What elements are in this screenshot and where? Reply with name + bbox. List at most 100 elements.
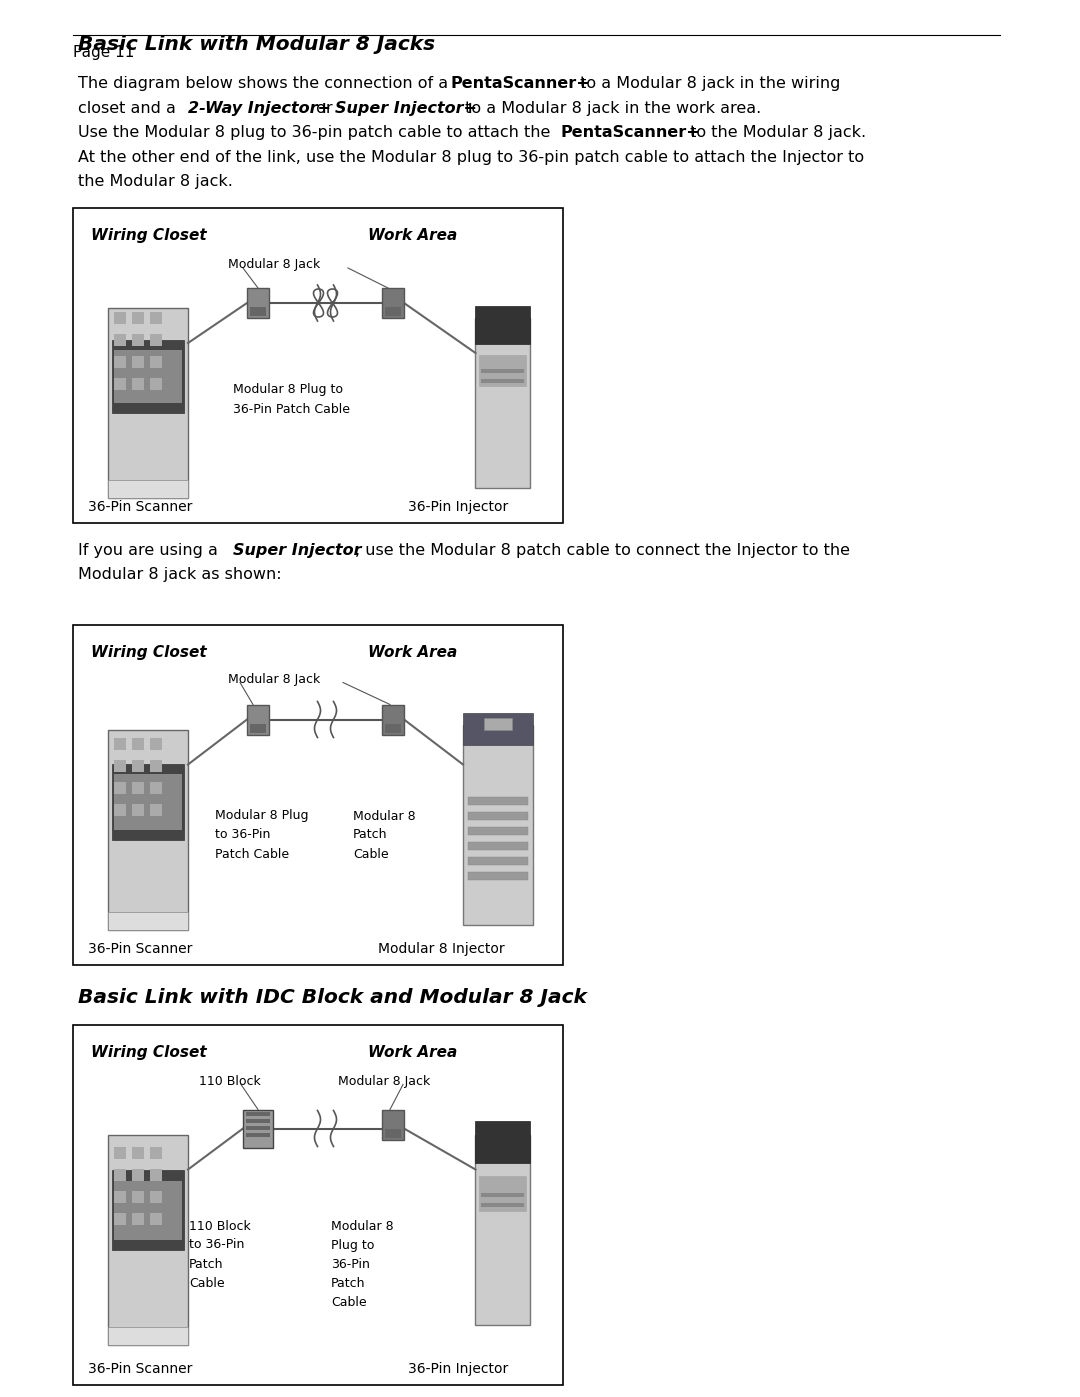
Text: Modular 8: Modular 8 — [330, 1220, 393, 1232]
Text: Super Injector: Super Injector — [233, 543, 362, 557]
Bar — [246, 1133, 270, 1137]
Bar — [475, 1122, 530, 1162]
Text: Modular 8 Jack: Modular 8 Jack — [228, 672, 321, 686]
Bar — [132, 1213, 144, 1225]
Bar — [112, 341, 184, 412]
Text: closet and a: closet and a — [78, 101, 181, 116]
Text: Plug to: Plug to — [330, 1239, 375, 1252]
Text: or: or — [311, 101, 338, 116]
Bar — [73, 1024, 563, 1384]
Bar — [468, 812, 528, 820]
Bar — [384, 724, 401, 732]
Bar — [114, 334, 126, 345]
Text: Modular 8 Jack: Modular 8 Jack — [228, 258, 321, 271]
Text: Cable: Cable — [189, 1277, 225, 1289]
Bar — [249, 724, 266, 732]
Text: Modular 8 jack as shown:: Modular 8 jack as shown: — [78, 567, 282, 583]
Bar — [150, 781, 162, 793]
Text: 36-Pin Injector: 36-Pin Injector — [408, 1362, 509, 1376]
Text: 36-Pin Patch Cable: 36-Pin Patch Cable — [233, 402, 350, 416]
Bar — [108, 1327, 188, 1344]
Bar — [150, 356, 162, 367]
Text: 36-Pin Scanner: 36-Pin Scanner — [87, 1362, 192, 1376]
Bar — [108, 307, 188, 497]
Text: Cable: Cable — [330, 1295, 366, 1309]
Text: Work Area: Work Area — [368, 228, 457, 243]
Bar — [114, 803, 126, 816]
Text: PentaScanner+: PentaScanner+ — [561, 124, 700, 140]
Text: to 36-Pin: to 36-Pin — [189, 1239, 244, 1252]
Bar — [463, 712, 534, 745]
Bar — [382, 1109, 404, 1140]
Bar — [246, 1126, 270, 1130]
Text: 2-Way Injector+: 2-Way Injector+ — [188, 101, 330, 116]
Bar — [108, 911, 188, 929]
Text: Modular 8 Injector: Modular 8 Injector — [378, 942, 504, 956]
Bar — [114, 1180, 183, 1239]
Bar — [468, 841, 528, 849]
Text: Super Injector+: Super Injector+ — [335, 101, 477, 116]
Text: Wiring Closet: Wiring Closet — [91, 1045, 206, 1059]
Bar — [73, 624, 563, 964]
Text: PentaScanner+: PentaScanner+ — [450, 75, 590, 91]
Bar — [150, 1169, 162, 1180]
Bar — [382, 288, 404, 319]
Bar — [150, 377, 162, 390]
Bar — [150, 738, 162, 750]
Bar — [132, 738, 144, 750]
Bar — [480, 355, 526, 386]
Text: Use the Modular 8 plug to 36-pin patch cable to attach the: Use the Modular 8 plug to 36-pin patch c… — [78, 124, 555, 140]
Text: 110 Block: 110 Block — [199, 1074, 260, 1087]
Bar — [150, 1190, 162, 1203]
Bar — [468, 796, 528, 805]
Bar — [247, 704, 269, 735]
Text: Patch: Patch — [189, 1257, 224, 1270]
Bar — [463, 725, 534, 925]
Bar — [73, 208, 563, 522]
Bar — [132, 803, 144, 816]
Bar — [382, 704, 404, 735]
Text: to a Modular 8 jack in the wiring: to a Modular 8 jack in the wiring — [575, 75, 840, 91]
Bar — [112, 1171, 184, 1250]
Bar — [150, 1213, 162, 1225]
Text: Work Area: Work Area — [368, 644, 457, 659]
Bar — [114, 774, 183, 830]
Bar — [468, 872, 528, 880]
Bar — [114, 1190, 126, 1203]
Bar — [475, 1134, 530, 1324]
Bar — [246, 1112, 270, 1115]
Text: Patch: Patch — [330, 1277, 365, 1289]
Text: Modular 8 Jack: Modular 8 Jack — [338, 1074, 430, 1087]
Bar — [150, 803, 162, 816]
Bar — [132, 356, 144, 367]
Bar — [114, 760, 126, 771]
Bar — [482, 1193, 525, 1197]
Text: the Modular 8 jack.: the Modular 8 jack. — [78, 175, 233, 189]
Bar — [132, 781, 144, 793]
Bar — [114, 781, 126, 793]
Bar — [384, 1129, 401, 1137]
Bar — [482, 369, 525, 373]
Bar — [475, 306, 530, 344]
Bar — [482, 379, 525, 383]
Bar — [132, 312, 144, 324]
Bar — [132, 377, 144, 390]
Bar — [112, 764, 184, 840]
Bar — [475, 319, 530, 488]
Bar — [114, 312, 126, 324]
Text: Modular 8 Plug to: Modular 8 Plug to — [233, 383, 343, 395]
Text: Work Area: Work Area — [368, 1045, 457, 1059]
Text: 36-Pin: 36-Pin — [330, 1257, 369, 1270]
Text: Wiring Closet: Wiring Closet — [91, 228, 206, 243]
Bar — [150, 312, 162, 324]
Bar — [114, 738, 126, 750]
Text: 36-Pin Scanner: 36-Pin Scanner — [87, 942, 192, 956]
Bar — [114, 349, 183, 402]
Bar — [132, 1147, 144, 1158]
Bar — [246, 1119, 270, 1123]
Bar — [132, 1190, 144, 1203]
Bar — [108, 1134, 188, 1344]
Bar — [468, 856, 528, 865]
Bar — [150, 760, 162, 771]
Text: to a Modular 8 jack in the work area.: to a Modular 8 jack in the work area. — [460, 101, 761, 116]
